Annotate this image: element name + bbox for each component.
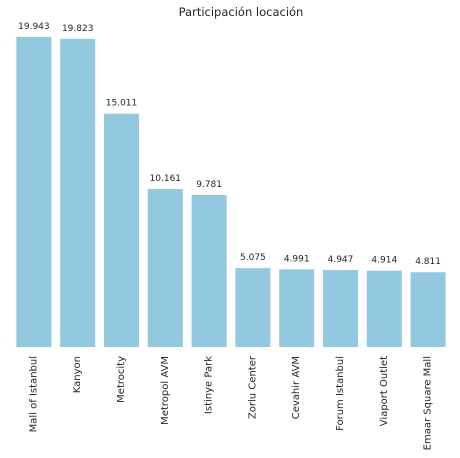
x-tick-label: Viaport Outlet xyxy=(379,356,390,426)
bar-value-label: 4.991 xyxy=(284,254,310,264)
x-tick-label: Cevahir AVM xyxy=(291,356,302,419)
bar xyxy=(103,113,140,347)
value-labels-group: 19.943 19.823 15.011 10.161 9.781 5.075 4.991 4… xyxy=(18,22,441,267)
x-tick-label: Emaar Square Mall xyxy=(423,356,434,450)
bar-value-label: 4.811 xyxy=(415,257,441,267)
bar xyxy=(279,269,315,347)
bar-value-label: 4.914 xyxy=(371,256,397,266)
bar xyxy=(410,272,446,347)
bar xyxy=(191,194,227,347)
x-tick-label: Metrocity xyxy=(116,356,127,403)
bar-value-label: 4.947 xyxy=(328,255,354,265)
bar xyxy=(235,268,271,347)
bar-value-label: 19.943 xyxy=(18,22,50,32)
x-tick-label: Zorlu Center xyxy=(247,355,258,419)
x-tick-label: Istinye Park xyxy=(204,356,215,414)
bar xyxy=(16,37,52,347)
bar-value-label: 15.011 xyxy=(106,99,138,109)
x-tick-label: Kanyon xyxy=(72,356,83,393)
bars-group xyxy=(16,37,446,348)
bar-value-label: 9.781 xyxy=(196,180,222,190)
x-tick-label: Mall of Istanbul xyxy=(28,356,39,432)
bar-value-label: 5.075 xyxy=(240,253,266,263)
bar-value-label: 19.823 xyxy=(62,24,94,34)
bar xyxy=(147,189,183,347)
bar xyxy=(366,270,402,347)
x-tick-label: Forum Istanbul xyxy=(335,356,346,431)
bar xyxy=(322,270,359,347)
x-tick-label: Metropol AVM xyxy=(160,356,171,425)
bar-value-label: 10.161 xyxy=(150,174,182,184)
x-tick-labels-group: Mall of Istanbul Kanyon Metrocity Metropol … xyxy=(28,355,433,450)
chart-title: Participación locación xyxy=(179,5,304,19)
bar xyxy=(60,38,96,348)
